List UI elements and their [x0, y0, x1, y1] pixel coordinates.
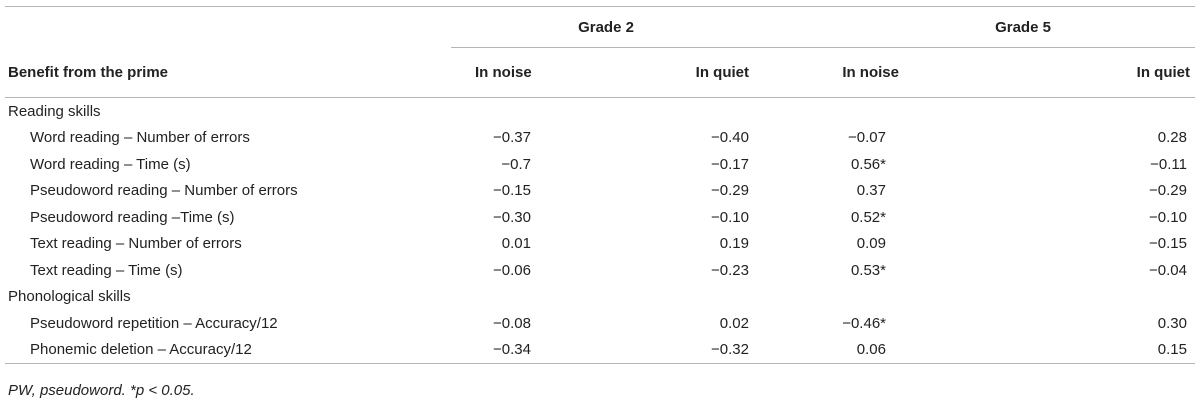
cell-grade5-quiet: −0.15 [1149, 235, 1187, 253]
table-row: Phonemic deletion – Accuracy/12 −0.34 −0… [5, 337, 1195, 364]
cell-grade5-quiet: 0.30 [1157, 314, 1187, 332]
cell-grade5-quiet: 0.15 [1157, 341, 1187, 359]
section-title: Phonological skills [8, 288, 131, 306]
column-header-grade5-noise: In noise [842, 64, 899, 81]
row-label: Pseudoword repetition – Accuracy/12 [30, 314, 278, 332]
cell-grade2-noise: −0.30 [493, 208, 531, 226]
row-label: Phonemic deletion – Accuracy/12 [30, 341, 252, 359]
group-header-row: Grade 2 Grade 5 [5, 6, 1195, 48]
cell-grade5-noise: 0.52* [850, 208, 886, 226]
cell-grade2-quiet: −0.23 [711, 261, 749, 279]
row-label: Pseudoword reading –Time (s) [30, 208, 235, 226]
cell-grade2-noise: 0.01 [501, 235, 531, 253]
results-table: Grade 2 Grade 5 Benefit from the prime I… [5, 6, 1195, 364]
cell-grade5-noise: 0.37 [856, 182, 886, 200]
row-label: Text reading – Number of errors [30, 235, 242, 253]
cell-grade2-noise: −0.08 [493, 314, 531, 332]
cell-grade2-quiet: −0.10 [711, 208, 749, 226]
cell-grade2-quiet: −0.32 [711, 341, 749, 359]
cell-grade2-quiet: −0.29 [711, 182, 749, 200]
cell-grade2-quiet: −0.40 [711, 129, 749, 147]
cell-grade2-noise: −0.7 [501, 155, 531, 173]
cell-grade2-quiet: 0.02 [719, 314, 749, 332]
cell-grade5-noise: 0.09 [856, 235, 886, 253]
table-footnote: PW, pseudoword. *p < 0.05. [8, 382, 195, 399]
table-row: Pseudoword repetition – Accuracy/12 −0.0… [5, 310, 1195, 337]
cell-grade5-quiet: −0.11 [1150, 155, 1187, 173]
table-row: Text reading – Number of errors 0.01 0.1… [5, 231, 1195, 258]
row-label: Text reading – Time (s) [30, 261, 183, 279]
table-row: Text reading – Time (s) −0.06 −0.23 0.53… [5, 257, 1195, 284]
cell-grade2-noise: −0.34 [493, 341, 531, 359]
row-label: Word reading – Number of errors [30, 129, 250, 147]
cell-grade2-noise: −0.37 [493, 129, 531, 147]
cell-grade2-quiet: −0.17 [711, 155, 749, 173]
table-row: Word reading – Number of errors −0.37 −0… [5, 125, 1195, 152]
column-header-grade2-quiet: In quiet [695, 64, 749, 81]
group-header-grade-5: Grade 5 [761, 6, 1195, 48]
column-header-grade5-quiet: In quiet [1136, 64, 1190, 81]
section-row-reading-skills: Reading skills [5, 98, 1195, 125]
table-row: Pseudoword reading –Time (s) −0.30 −0.10… [5, 204, 1195, 231]
cell-grade2-quiet: 0.19 [719, 235, 749, 253]
table-figure: { "table": { "header": { "row_label_head… [0, 6, 1200, 409]
cell-grade5-noise: −0.46* [842, 314, 886, 332]
column-header-grade2-noise: In noise [475, 64, 532, 81]
cell-grade5-noise: 0.56* [850, 155, 886, 173]
section-title: Reading skills [8, 102, 101, 120]
cell-grade2-noise: −0.06 [493, 261, 531, 279]
section-row-phonological-skills: Phonological skills [5, 284, 1195, 311]
table-row: Word reading – Time (s) −0.7 −0.17 0.56*… [5, 151, 1195, 178]
cell-grade5-quiet: 0.28 [1157, 129, 1187, 147]
group-header-empty [5, 7, 451, 48]
cell-grade5-quiet: −0.04 [1149, 261, 1187, 279]
group-header-grade-2: Grade 2 [451, 6, 761, 48]
table-row: Pseudoword reading – Number of errors −0… [5, 178, 1195, 205]
cell-grade5-noise: 0.53* [850, 261, 886, 279]
cell-grade5-quiet: −0.10 [1149, 208, 1187, 226]
row-label: Word reading – Time (s) [30, 155, 191, 173]
cell-grade2-noise: −0.15 [493, 182, 531, 200]
cell-grade5-noise: 0.06 [856, 341, 886, 359]
column-header-row: Benefit from the prime In noise In quiet… [5, 48, 1195, 98]
cell-grade5-quiet: −0.29 [1149, 182, 1187, 200]
row-label-header: Benefit from the prime [8, 63, 169, 81]
row-label: Pseudoword reading – Number of errors [30, 182, 298, 200]
cell-grade5-noise: −0.07 [848, 129, 886, 147]
